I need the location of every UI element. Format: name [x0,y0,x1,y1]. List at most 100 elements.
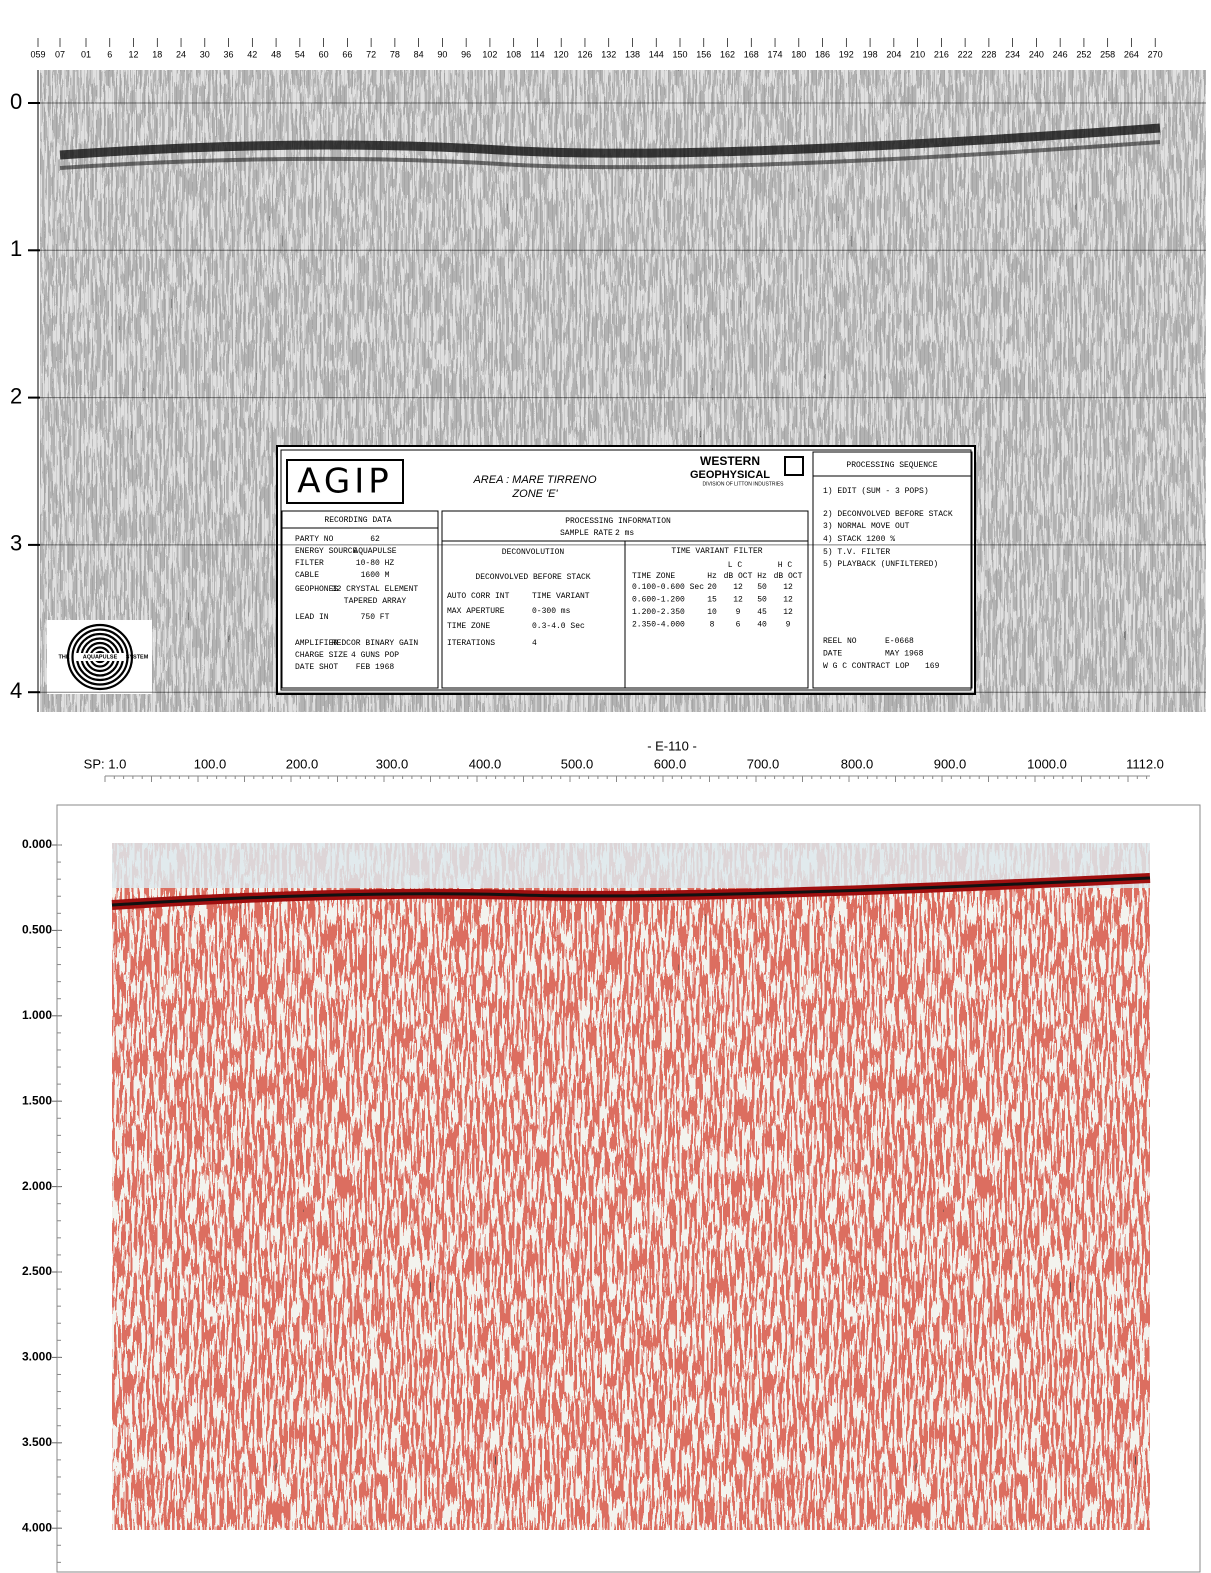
row-value: 4 GUNS POP [351,651,399,660]
shot-point: 216 [934,49,949,59]
sp-label: 600.0 [654,756,687,771]
table-cell: 12 [733,596,743,605]
time-label: 2 [10,383,22,408]
row-value: E-0668 [885,637,914,646]
table-cell: 2.350-4.000 [632,621,685,630]
table-cell: 9 [786,621,791,630]
time-label: 4.000 [22,1520,52,1534]
sequence-step: 5) PLAYBACK (UNFILTERED) [823,560,938,569]
shot-point: 138 [625,49,640,59]
sp-label: 100.0 [194,756,227,771]
shot-point: 162 [720,49,735,59]
shot-point: 174 [768,49,783,59]
column-header: dB OCT [774,572,803,581]
sp-label: 1000.0 [1027,756,1067,771]
shot-point: 252 [1076,49,1091,59]
row-label: DATE [823,650,842,659]
shot-point: 150 [672,49,687,59]
panel-title: PROCESSING INFORMATION [565,517,671,526]
sequence-step: 5) T.V. FILTER [823,548,890,557]
shot-point: 96 [461,49,471,59]
time-label: 1 [10,236,22,261]
row-label: MAX APERTURE [447,607,505,616]
shot-point: 198 [863,49,878,59]
time-label: 1.000 [22,1008,52,1022]
logo-text: SYSTEM [126,654,149,660]
row-value: REDCOR BINARY GAIN [332,639,419,648]
table-cell: 6 [736,621,741,630]
shot-point: 132 [601,49,616,59]
column-header: Hz [707,572,717,581]
shot-point: 186 [815,49,830,59]
row-label: ENERGY SOURCE [295,547,358,556]
row-value: 0.3-4.0 Sec [532,622,585,631]
time-label: 0 [10,89,22,114]
shot-point: 108 [506,49,521,59]
shot-point: 192 [839,49,854,59]
sequence-step: 4) STACK 1200 % [823,535,895,544]
shot-point: 222 [958,49,973,59]
shot-point: 12 [129,49,139,59]
row-value: 1600 M [361,571,390,580]
shot-point: 240 [1029,49,1044,59]
shot-point: 246 [1053,49,1068,59]
table-cell: 45 [757,608,767,617]
zone: ZONE 'E' [511,488,558,500]
area: AREA : MARE TIRRENO [472,474,596,486]
shot-point: 228 [981,49,996,59]
row-label: AUTO CORR INT [447,592,510,601]
row-label: CHARGE SIZE [295,651,348,660]
shot-point: 07 [55,49,65,59]
shot-point: 258 [1100,49,1115,59]
table-cell: 20 [707,583,717,592]
column-header: TIME ZONE [632,572,675,581]
row-label: SAMPLE RATE [560,529,613,538]
shot-point: 126 [577,49,592,59]
row-label: W G C CONTRACT LOP [823,662,910,671]
row-value: 4 [532,639,537,648]
table-cell: 12 [783,583,793,592]
logo-text: THE [59,654,70,660]
table-cell: 8 [710,621,715,630]
shot-point: 204 [886,49,901,59]
sp-label: 700.0 [747,756,780,771]
shot-point: 270 [1148,49,1163,59]
row-value: 0-300 ms [532,607,571,616]
row-label: ITERATIONS [447,639,495,648]
shot-point: 114 [530,49,544,59]
shot-point: 36 [224,49,234,59]
table-cell: 12 [733,583,743,592]
sp-label: 200.0 [286,756,319,771]
row-label: TIME ZONE [447,622,490,631]
column-header: Hz [757,572,767,581]
sp-label: 1112.0 [1126,756,1164,771]
shot-point: 6 [107,49,112,59]
table-cell: 10 [707,608,717,617]
shot-point: 234 [1005,49,1020,59]
seismic-processed [112,843,1150,1530]
row-label: LEAD IN [295,613,329,622]
shot-point: 30 [200,49,210,59]
shot-point: 90 [437,49,447,59]
shot-point: 059 [30,49,45,59]
sequence-step: 1) EDIT (SUM - 3 POPS) [823,487,929,496]
division: DIVISION OF LITTON INDUSTRIES [702,481,784,487]
sp-label: 500.0 [561,756,594,771]
shot-point: 18 [152,49,162,59]
table-cell: 50 [757,596,767,605]
shot-point: 60 [319,49,329,59]
shot-point: 54 [295,49,305,59]
subtitle: DECONVOLVED BEFORE STACK [475,573,590,582]
table-cell: 12 [783,596,793,605]
time-label: 2.000 [22,1179,52,1193]
row-label: CABLE [295,571,319,580]
shot-point: 66 [342,49,352,59]
logo-text: AQUAPULSE [83,654,118,660]
row-value: 2 ms [615,529,634,538]
time-label: 3 [10,531,22,556]
time-label: 1.500 [22,1093,52,1107]
column-header: dB OCT [724,572,753,581]
shot-point: 24 [176,49,186,59]
row-value: TAPERED ARRAY [344,597,407,606]
time-label: 0.500 [22,923,52,937]
